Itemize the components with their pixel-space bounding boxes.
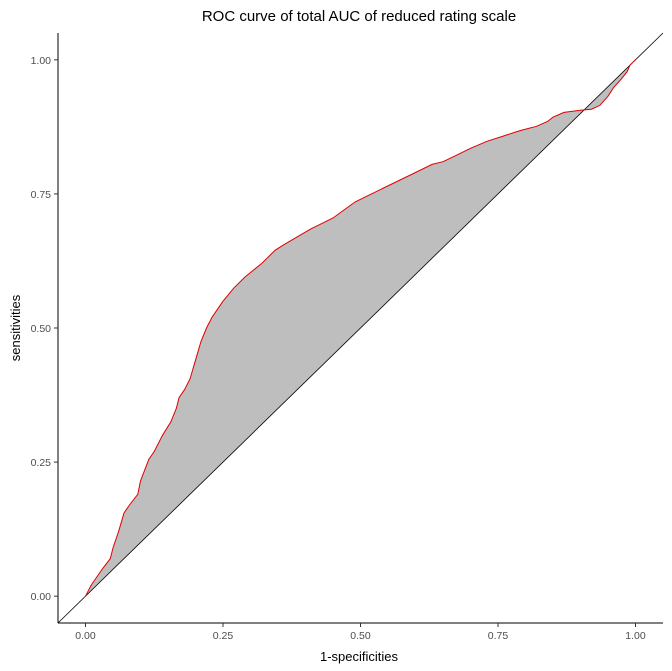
x-tick-label: 0.25 bbox=[213, 630, 234, 642]
x-tick-label: 1.00 bbox=[625, 630, 646, 642]
y-tick-label: 0.75 bbox=[31, 189, 52, 201]
y-axis-title: sensitivities bbox=[8, 294, 23, 361]
x-tick-label: 0.00 bbox=[75, 630, 96, 642]
y-tick-label: 1.00 bbox=[31, 55, 52, 67]
chart-title: ROC curve of total AUC of reduced rating… bbox=[202, 8, 516, 25]
diagonal-reference-line bbox=[57, 32, 664, 624]
plot-area: 0.00 0.25 0.50 0.75 1.00 0.00 0.25 0.50 0.75 1.00 bbox=[31, 32, 664, 642]
x-tick-label: 0.50 bbox=[350, 630, 371, 642]
x-tick-label: 0.75 bbox=[488, 630, 509, 642]
y-tick-label: 0.25 bbox=[31, 457, 52, 469]
roc-curve-line bbox=[85, 59, 636, 597]
y-tick-label: 0.00 bbox=[31, 591, 52, 603]
y-tick-label: 0.50 bbox=[31, 323, 52, 335]
x-axis-title: 1-specificities bbox=[320, 649, 399, 664]
